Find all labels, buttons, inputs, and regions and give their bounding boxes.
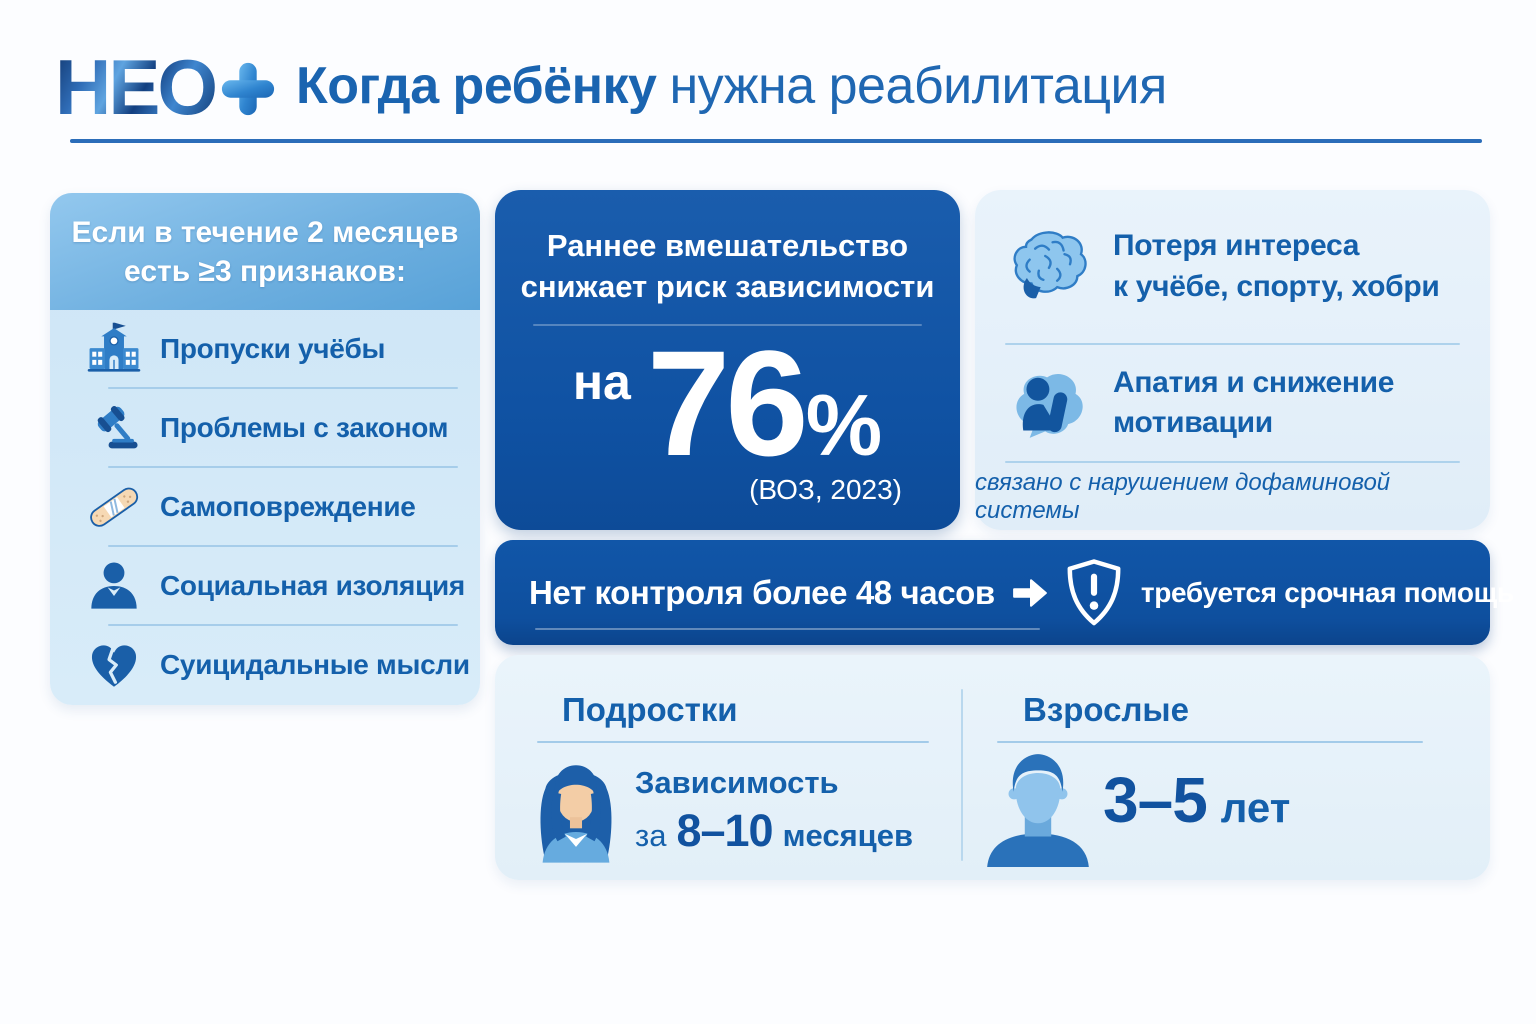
teens-text: Зависимость за 8–10 месяцев (635, 765, 913, 857)
header-divider (70, 139, 1482, 143)
teens-line1: Зависимость (635, 765, 839, 800)
bandage-icon (84, 477, 144, 537)
brain-icon (1003, 219, 1093, 315)
list-divider (108, 466, 458, 468)
stat-title-line1: Раннее вмешательство (546, 228, 909, 263)
signs-list: Пропуски учёбы Про (50, 310, 480, 703)
person-icon (84, 556, 144, 616)
signs-heading-line1: Если в течение 2 месяцев (71, 215, 459, 249)
stat-card: Раннее вмешательство снижает риск зависи… (495, 190, 960, 530)
signs-panel: Если в течение 2 месяцев есть ≥3 признак… (50, 193, 480, 705)
apathy-person-icon (1003, 355, 1093, 451)
list-divider (1005, 461, 1460, 463)
list-divider (108, 624, 458, 626)
sign-label: Социальная изоляция (160, 569, 465, 601)
teens-underline (537, 741, 929, 743)
symptom-label: Апатия и снижение мотивации (1113, 363, 1394, 444)
list-item: Социальная изоляция (50, 547, 480, 624)
stat-divider (533, 323, 922, 326)
adults-text: 3–5 лет (1103, 763, 1290, 837)
stat-prefix: на (572, 353, 631, 410)
teen-girl-avatar (540, 765, 612, 863)
list-item: Потеря интереса к учёбе, спорту, хобри (975, 190, 1490, 343)
stat-number: 76 (646, 318, 809, 487)
page-title-rest: нужна реабилитация (669, 57, 1167, 115)
symptoms-footnote: связано с нарушением дофаминовой системы (975, 468, 1391, 524)
symptoms-card: Потеря интереса к учёбе, спорту, хобри А… (975, 190, 1490, 530)
symptom-label-line1: Потеря интереса (1113, 229, 1360, 262)
signs-heading-line2: есть ≥3 признаков: (124, 254, 406, 288)
alert-right-text: требуется срочная помощь (1140, 576, 1514, 608)
page-title: Когда ребёнку нужна реабилитация (296, 56, 1167, 116)
stat-title-line2: снижает риск зависимости (520, 268, 935, 304)
logo-text: НЕО (55, 43, 218, 131)
adults-underline (997, 741, 1423, 743)
school-icon (84, 319, 144, 379)
logo-plus-icon (221, 62, 275, 116)
adults-heading: Взрослые (1023, 691, 1189, 728)
sign-label: Пропуски учёбы (160, 332, 386, 364)
arrow-right-icon (1012, 578, 1047, 607)
gavel-icon (84, 398, 144, 458)
list-item: Пропуски учёбы (50, 310, 480, 387)
list-item: Самоповреждение (50, 468, 480, 545)
timeline-divider (961, 689, 963, 861)
signs-panel-heading: Если в течение 2 месяцев есть ≥3 признак… (50, 193, 480, 310)
stat-title: Раннее вмешательство снижает риск зависи… (495, 226, 960, 308)
teens-line2: за 8–10 месяцев (635, 805, 913, 857)
alert-underline (535, 628, 1040, 630)
teens-value: 8–10 (676, 805, 773, 856)
symptom-label: Потеря интереса к учёбе, спорту, хобри (1113, 226, 1440, 307)
list-item: Суицидальные мысли (50, 626, 480, 703)
adults-suffix: лет (1220, 784, 1291, 831)
shield-exclamation-icon (1067, 558, 1121, 625)
teens-prefix: за (635, 818, 667, 853)
stat-value: на 76 % (495, 328, 960, 478)
sign-label: Самоповреждение (160, 490, 416, 522)
symptom-label-line2: мотивации (1113, 406, 1273, 439)
adults-value: 3–5 (1103, 764, 1208, 836)
symptom-label-line1: Апатия и снижение (1113, 365, 1395, 399)
stat-source: (ВОЗ, 2023) (749, 473, 902, 505)
list-item: Апатия и снижение мотивации (975, 345, 1490, 461)
timeline-panel: Подростки Зависимость за 8–10 месяцев Вз… (495, 655, 1490, 880)
sign-label: Суицидальные мысли (160, 648, 470, 680)
teens-suffix: месяцев (782, 818, 914, 853)
alert-bar: Нет контроля более 48 часов требуется ср… (495, 540, 1514, 645)
symptom-label-line2: к учёбе, спорту, хобри (1113, 269, 1440, 303)
list-divider (108, 545, 458, 547)
list-item: Проблемы с законом (50, 389, 480, 466)
list-divider (108, 387, 458, 389)
alert-left-text: Нет контроля более 48 часов (529, 573, 995, 611)
adult-man-avatar (987, 754, 1089, 867)
logo: НЕО (55, 48, 277, 126)
stat-percent-sign: % (805, 377, 883, 474)
teens-heading: Подростки (562, 691, 738, 728)
broken-heart-icon (84, 635, 144, 695)
sign-label: Проблемы с законом (160, 411, 449, 443)
page-title-strong: Когда ребёнку (296, 57, 657, 115)
list-divider (1005, 343, 1460, 345)
